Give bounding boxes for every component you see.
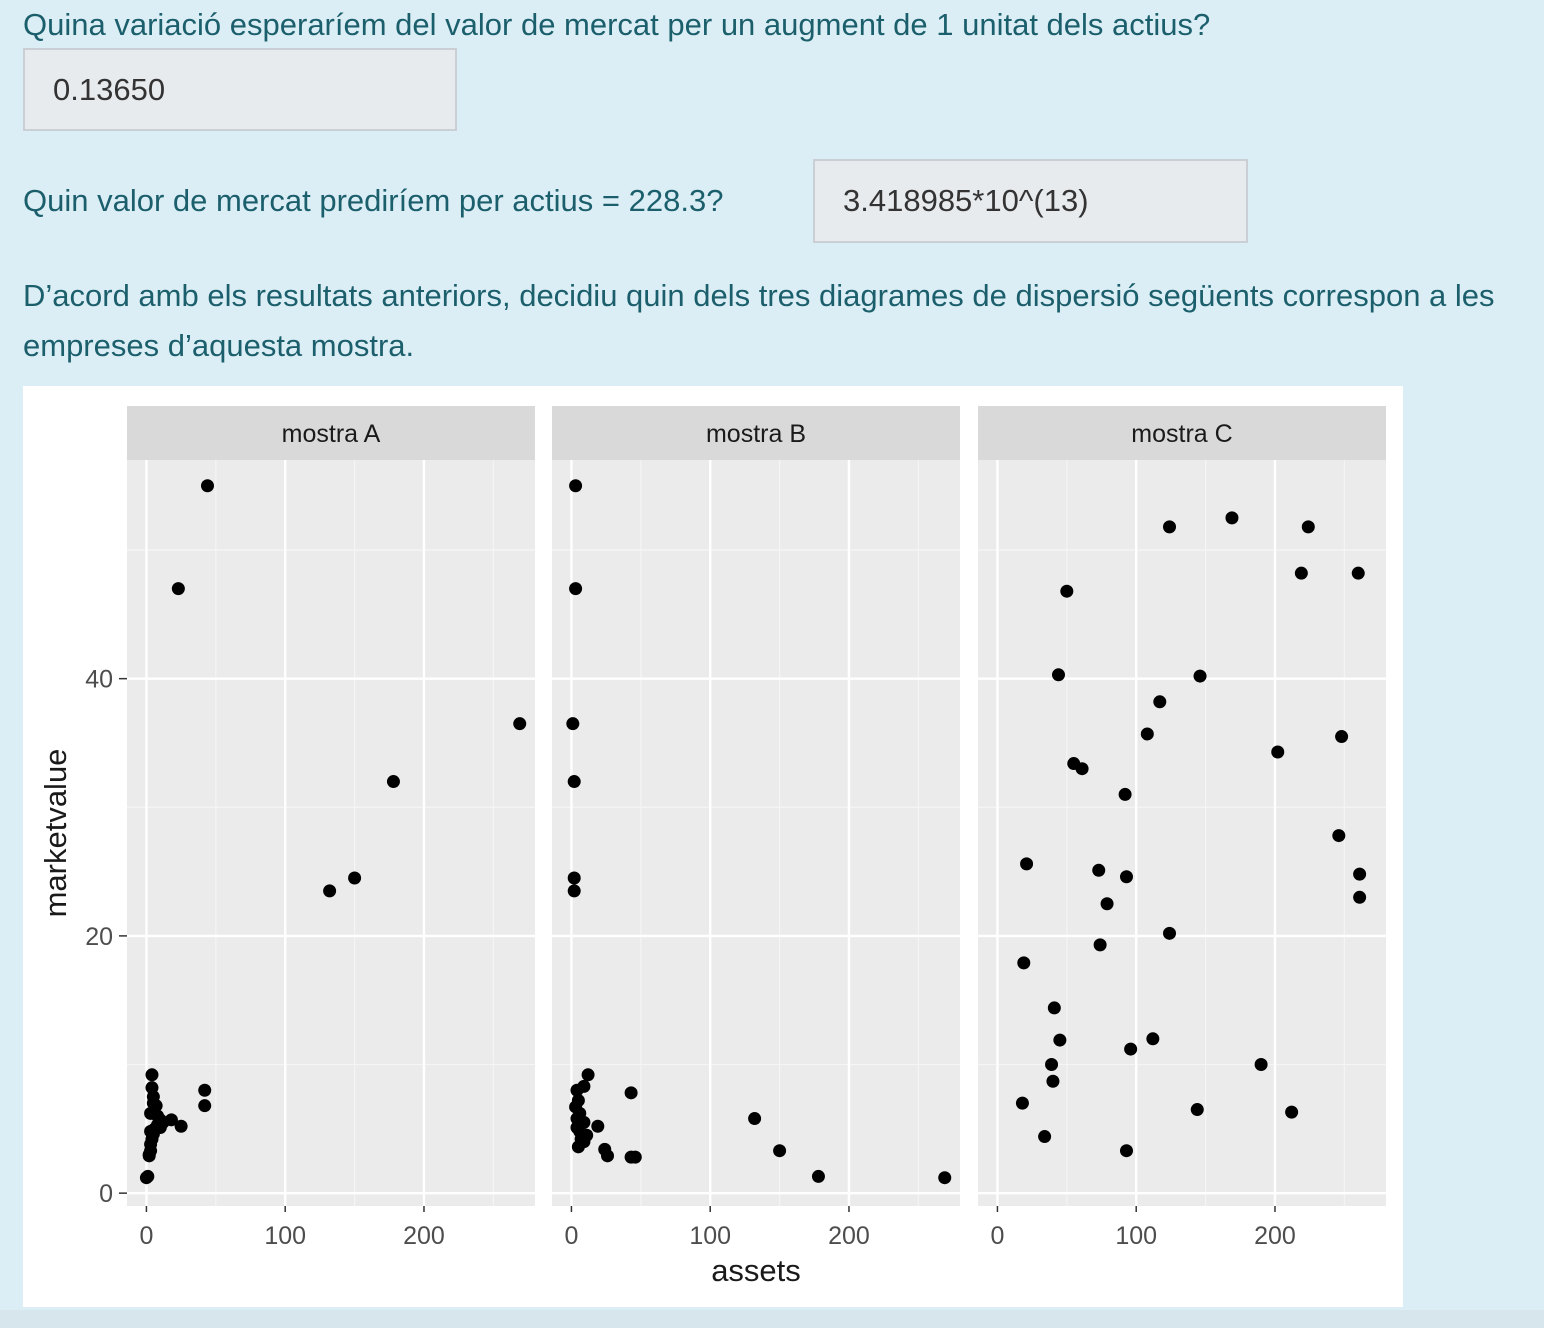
data-point [1163,926,1177,940]
panel-title: mostra A [282,420,381,448]
data-point [513,717,527,731]
data-point [1163,520,1177,534]
data-point [1332,829,1346,843]
panel-title: mostra C [1131,420,1232,448]
panel-background [127,460,535,1206]
x-tick-label: 0 [139,1222,153,1250]
data-point [569,582,583,596]
data-point [1017,956,1031,970]
data-point [348,871,362,885]
panel-strip [552,406,960,460]
data-point [1046,1074,1060,1088]
data-point [1140,727,1154,741]
data-point [1092,863,1106,877]
data-point [773,1144,787,1158]
question-3-text: D’acord amb els resultats anteriors, dec… [23,278,1495,363]
data-point [1153,695,1167,709]
y-tick-label: 0 [99,1180,113,1208]
data-point [1051,668,1065,682]
data-point [198,1099,212,1113]
panel-background [978,460,1386,1206]
x-tick-label: 200 [1254,1222,1296,1250]
panel-strip [978,406,1386,460]
data-point [200,479,214,493]
data-point [1053,1033,1067,1047]
answer-2-value: 3.418985*10^(13) [843,183,1089,218]
data-point [142,1149,156,1163]
data-point [569,479,583,493]
data-point [581,1068,595,1082]
data-point [571,1140,585,1154]
answer-1-field[interactable]: 0.13650 [23,48,457,131]
data-point [1225,511,1239,525]
question-1-text: Quina variació esperaríem del valor de m… [23,7,1211,42]
data-point [139,1171,153,1185]
data-point [1271,745,1285,759]
data-point [938,1171,952,1185]
y-axis-title: marketvalue [38,749,73,918]
data-point [1038,1130,1052,1144]
data-point [1294,566,1308,580]
data-point [567,871,581,885]
data-point [1060,584,1074,598]
answer-2-field[interactable]: 3.418985*10^(13) [813,159,1248,243]
data-point [1100,897,1114,911]
y-tick-label: 40 [85,666,113,694]
data-point [1015,1096,1029,1110]
page-bottom-band [0,1310,1544,1328]
data-point [1335,730,1349,744]
data-point [1254,1058,1268,1072]
data-point [1190,1103,1204,1117]
data-point [1285,1105,1299,1119]
data-point [1045,1058,1059,1072]
data-point [1193,669,1207,683]
data-point [174,1119,188,1133]
x-tick-label: 0 [990,1222,1004,1250]
x-tick-label: 200 [828,1222,870,1250]
data-point [1353,890,1367,904]
x-tick-label: 0 [564,1222,578,1250]
data-point [567,884,581,898]
data-point [567,775,581,789]
data-point [1075,762,1089,776]
data-point [1146,1032,1160,1046]
panel-title: mostra B [706,420,806,448]
x-tick-label: 100 [689,1222,731,1250]
data-point [323,884,337,898]
data-point [1119,870,1133,884]
data-point [1351,566,1365,580]
data-point [628,1150,642,1164]
panel-strip [127,406,535,460]
data-point [1118,787,1132,801]
data-point [145,1068,159,1082]
data-point [591,1119,605,1133]
data-point [198,1083,212,1097]
data-point [1047,1001,1061,1015]
data-point [1353,867,1367,881]
data-point [748,1112,762,1126]
data-point [1093,938,1107,952]
data-point [386,775,400,789]
data-point [1020,857,1034,871]
data-point [811,1169,825,1183]
data-point [171,582,185,596]
answer-1-value: 0.13650 [53,71,166,107]
x-tick-label: 100 [1115,1222,1157,1250]
x-axis-title: assets [711,1253,801,1288]
data-point [1124,1042,1138,1056]
data-point [570,1083,584,1097]
y-tick-label: 20 [85,923,113,951]
data-point [624,1086,638,1100]
panel-background [552,460,960,1206]
data-point [566,717,580,731]
x-tick-label: 200 [403,1222,445,1250]
x-tick-label: 100 [264,1222,306,1250]
question-2-text: Quin valor de mercat prediríem per actiu… [23,183,724,218]
data-point [601,1149,615,1163]
data-point [1119,1144,1133,1158]
data-point [1301,520,1315,534]
